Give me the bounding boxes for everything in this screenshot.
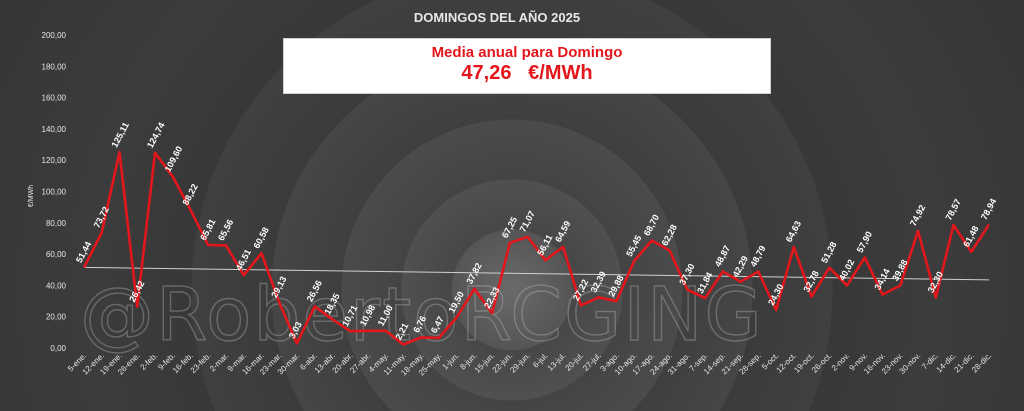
annual-mean-box: Media anual para Domingo 47,26 €/MWh xyxy=(283,38,771,94)
x-tick-label: 26-oct. xyxy=(810,351,834,375)
data-label: 78,57 xyxy=(943,197,962,222)
watermark: @RobertoRCGING xyxy=(80,272,764,358)
data-label: 74,92 xyxy=(908,203,927,228)
y-tick-label: 40,00 xyxy=(46,281,67,290)
data-label: 62,28 xyxy=(660,223,679,248)
series-line xyxy=(82,150,991,346)
y-tick-label: 160,00 xyxy=(42,94,67,103)
y-tick-label: 120,00 xyxy=(42,156,67,165)
data-label: 65,56 xyxy=(216,218,235,243)
data-label: 48,79 xyxy=(748,244,767,269)
data-label: 68,70 xyxy=(642,213,661,238)
y-tick-label: 140,00 xyxy=(42,125,67,134)
y-tick-label: 100,00 xyxy=(42,188,67,197)
data-label: 73,72 xyxy=(92,205,111,230)
chart-title: DOMINGOS DEL AÑO 2025 xyxy=(414,10,580,25)
annual-mean-value-row: 47,26 €/MWh xyxy=(284,62,770,85)
data-label: 48,87 xyxy=(713,244,732,269)
data-label: 67,25 xyxy=(500,215,519,240)
data-label: 125,11 xyxy=(109,121,131,150)
data-label: 61,48 xyxy=(961,224,980,249)
y-tick-label: 180,00 xyxy=(42,62,67,71)
data-label: 40,02 xyxy=(837,258,856,283)
data-label: 56,11 xyxy=(535,233,554,257)
annual-mean-label: Media anual para Domingo xyxy=(431,44,623,61)
y-axis-ticks: 0,00 20,00 40,00 60,00 80,00 100,00 120,00 140,… xyxy=(42,31,67,353)
y-tick-label: 80,00 xyxy=(46,219,67,228)
data-label: 109,60 xyxy=(163,144,185,173)
y-tick-label: 20,00 xyxy=(46,313,67,322)
annual-mean-value: 47,26 xyxy=(461,62,512,84)
x-tick-label: 2-nov. xyxy=(830,351,852,373)
data-label: 64,63 xyxy=(784,219,803,244)
y-tick-label: 0,00 xyxy=(50,344,66,353)
annual-mean-unit: €/MWh xyxy=(528,62,593,84)
y-axis-label: €/MWh xyxy=(28,185,35,207)
data-label: 124,74 xyxy=(145,121,167,150)
data-label: 64,59 xyxy=(553,219,572,244)
x-tick-label: 28-dic. xyxy=(970,351,993,374)
y-tick-label: 200,00 xyxy=(42,31,67,40)
data-label: 57,90 xyxy=(855,230,874,255)
y-tick-label: 60,00 xyxy=(46,250,67,259)
data-label: 51,28 xyxy=(819,240,838,265)
data-label: 60,58 xyxy=(251,226,270,251)
data-label: 78,94 xyxy=(979,197,998,222)
data-label: 71,07 xyxy=(518,209,537,234)
